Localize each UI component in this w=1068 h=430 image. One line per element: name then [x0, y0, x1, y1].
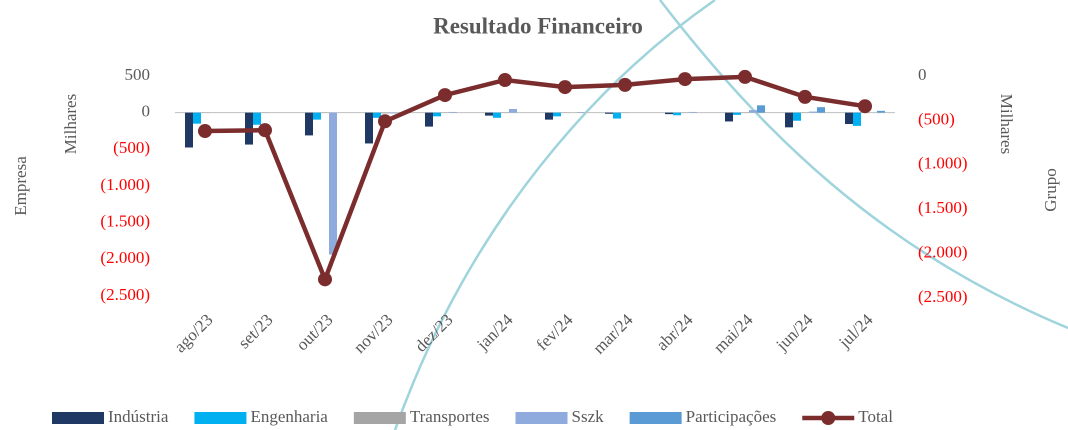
x-tick-label: mai/24	[710, 310, 757, 357]
bar	[793, 112, 801, 121]
bar	[785, 112, 793, 128]
bar	[185, 112, 193, 148]
y-unit-label: Milhares	[61, 94, 80, 154]
chart-title: Resultado Financeiro	[433, 13, 643, 38]
bar	[809, 111, 817, 113]
bar	[485, 112, 493, 116]
point	[498, 72, 512, 87]
bar	[389, 112, 397, 114]
y-tick-label: (2.000)	[100, 248, 150, 267]
bar	[253, 112, 261, 125]
y-tick-label: (500)	[113, 138, 150, 157]
y2-unit-label: Milhares	[997, 94, 1016, 154]
legend-swatch	[194, 412, 247, 424]
y-axis-label: Empresa	[11, 156, 30, 216]
x-tick-label: jan/24	[472, 310, 517, 355]
legend-label: Sszk	[572, 407, 605, 426]
x-tick-label: set/23	[234, 310, 276, 352]
bar	[817, 107, 825, 113]
legend-item: Engenharia	[194, 407, 328, 426]
bar	[425, 112, 433, 127]
x-tick-label: abr/24	[652, 310, 696, 354]
y-tick-label: (1.500)	[100, 212, 150, 231]
bar	[853, 112, 861, 126]
legend-label: Indústria	[108, 407, 169, 426]
x-tick-label: out/23	[292, 310, 336, 354]
legend-item: Transportes	[353, 407, 490, 426]
bar	[757, 105, 765, 113]
bar	[305, 112, 313, 136]
bar	[373, 112, 381, 118]
legend-swatch	[353, 412, 406, 424]
point	[558, 80, 572, 95]
legend-swatch	[52, 412, 104, 424]
bar	[545, 112, 553, 120]
bar	[673, 112, 681, 116]
legend-label: Engenharia	[250, 407, 328, 426]
x-tick-label: jul/24	[834, 310, 877, 353]
y2-tick-label: (2.500)	[918, 287, 968, 306]
bar	[381, 112, 389, 114]
line	[204, 74, 866, 286]
bar	[329, 112, 337, 255]
legend-item: Total	[802, 407, 893, 426]
x-tick-label: fev/24	[532, 310, 576, 354]
y2-tick-label: (1.500)	[918, 198, 968, 217]
point	[258, 123, 272, 138]
bar	[493, 112, 501, 118]
y-tick-label: (2.500)	[100, 285, 150, 304]
legend-label: Participações	[686, 407, 777, 426]
bar	[877, 110, 885, 113]
point	[798, 89, 812, 104]
point	[438, 88, 452, 103]
point	[198, 124, 212, 139]
point	[318, 272, 332, 287]
point	[738, 69, 752, 84]
y-tick-label: 500	[125, 65, 151, 84]
x-tick-label: ago/23	[170, 310, 216, 356]
decor-curve	[659, 0, 1068, 330]
bar	[749, 110, 757, 113]
point	[378, 114, 392, 129]
bar	[449, 111, 457, 113]
legend-swatch	[515, 412, 568, 424]
legend-item: Indústria	[52, 407, 169, 426]
x-tick-label: mar/24	[589, 310, 637, 358]
bar	[313, 112, 321, 120]
point	[858, 99, 872, 114]
y-tick-label: 0	[142, 102, 151, 121]
x-tick-label: nov/23	[350, 310, 397, 357]
legend-swatch	[821, 411, 836, 425]
legend-item: Sszk	[515, 407, 605, 426]
legend-label: Transportes	[410, 407, 490, 426]
bar	[725, 112, 733, 122]
point	[618, 77, 632, 92]
decor-curve	[393, 0, 716, 430]
bar	[193, 112, 201, 124]
bar	[845, 112, 853, 125]
bar	[605, 112, 613, 114]
bar	[553, 112, 561, 117]
point	[678, 72, 692, 87]
y2-tick-label: 0	[918, 65, 927, 84]
legend-label: Total	[858, 407, 893, 426]
bar	[509, 109, 517, 113]
y2-axis-label: Grupo	[1041, 168, 1060, 211]
x-tick-label: dez/23	[411, 310, 456, 355]
legend-item: Participações	[629, 407, 777, 426]
bar	[665, 112, 673, 115]
bar	[365, 112, 373, 144]
bar	[689, 111, 697, 113]
x-tick-label: jun/24	[772, 310, 817, 355]
y2-tick-label: (500)	[918, 109, 955, 128]
y2-tick-label: (2.000)	[918, 243, 968, 262]
bar	[433, 112, 441, 117]
y-tick-label: (1.000)	[100, 175, 150, 194]
bar	[613, 112, 621, 119]
y2-tick-label: (1.000)	[918, 154, 968, 173]
bar	[733, 112, 741, 115]
legend-swatch	[629, 412, 682, 424]
